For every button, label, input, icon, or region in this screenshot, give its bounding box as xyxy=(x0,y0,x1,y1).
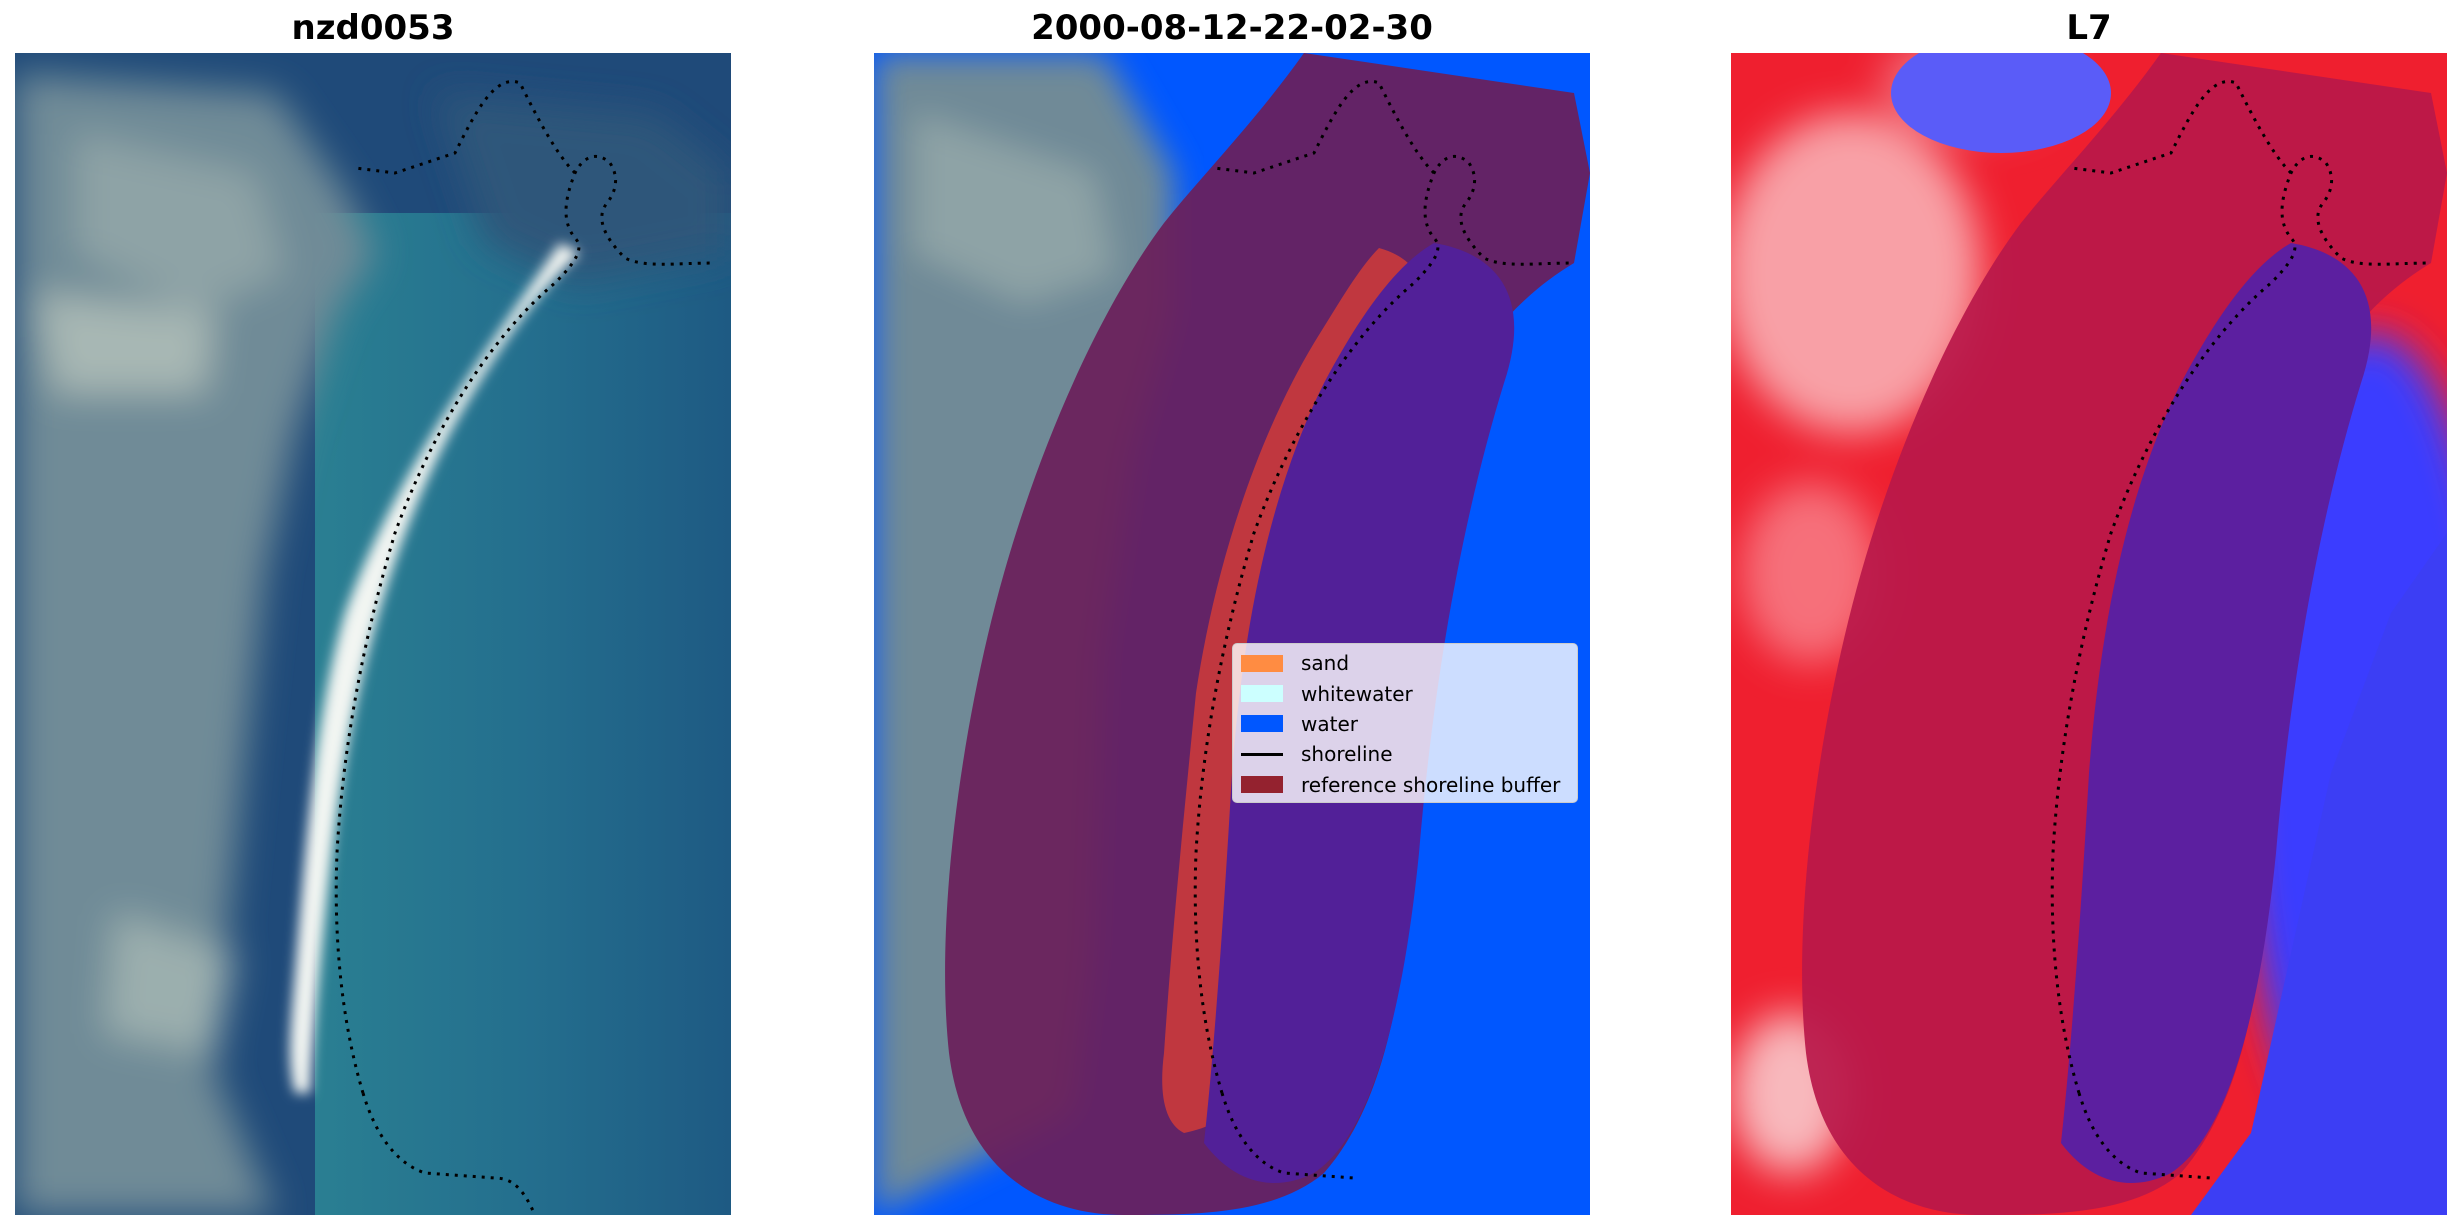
panel-title-classified: 2000-08-12-22-02-30 xyxy=(1031,8,1433,48)
shallow-water xyxy=(315,213,731,1215)
index-image-panel xyxy=(1731,53,2447,1215)
legend-item-whitewater: whitewater xyxy=(1241,678,1569,708)
legend-label: whitewater xyxy=(1301,681,1413,706)
water-swatch xyxy=(1241,715,1283,733)
legend-item-sand: sand xyxy=(1241,648,1569,678)
panel-title-index: L7 xyxy=(2066,8,2112,48)
index-blue-right xyxy=(2191,533,2447,1215)
legend-item-buffer: reference shoreline buffer xyxy=(1241,770,1569,800)
beach-sand xyxy=(290,243,580,1093)
legend: sand whitewater water shoreline referenc… xyxy=(1232,643,1578,803)
legend-label: sand xyxy=(1301,651,1350,676)
rgb-image-panel xyxy=(15,53,731,1215)
buffer-swatch xyxy=(1241,776,1283,794)
legend-label: shoreline xyxy=(1301,742,1393,767)
shoreline-south xyxy=(361,1092,537,1215)
shoreline xyxy=(334,154,716,1094)
shoreline-classified xyxy=(1193,154,1575,1094)
legend-label: reference shoreline buffer xyxy=(1301,772,1561,797)
legend-item-shoreline: shoreline xyxy=(1241,739,1569,769)
classified-image xyxy=(874,53,1590,1215)
rgb-image xyxy=(15,53,731,1215)
index-image xyxy=(1731,53,2447,1215)
legend-label: water xyxy=(1301,711,1358,736)
sand-swatch xyxy=(1241,654,1283,672)
shoreline-index xyxy=(2050,154,2432,1094)
index-blue-top xyxy=(1891,53,2111,153)
legend-item-water: water xyxy=(1241,709,1569,739)
panel-title-rgb: nzd0053 xyxy=(291,8,455,48)
shoreline-line-swatch xyxy=(1241,752,1283,756)
index-water-buffer xyxy=(2061,243,2372,1183)
land-area xyxy=(15,73,731,1215)
classified-image-panel xyxy=(874,53,1590,1215)
whitewater-swatch xyxy=(1241,685,1283,703)
